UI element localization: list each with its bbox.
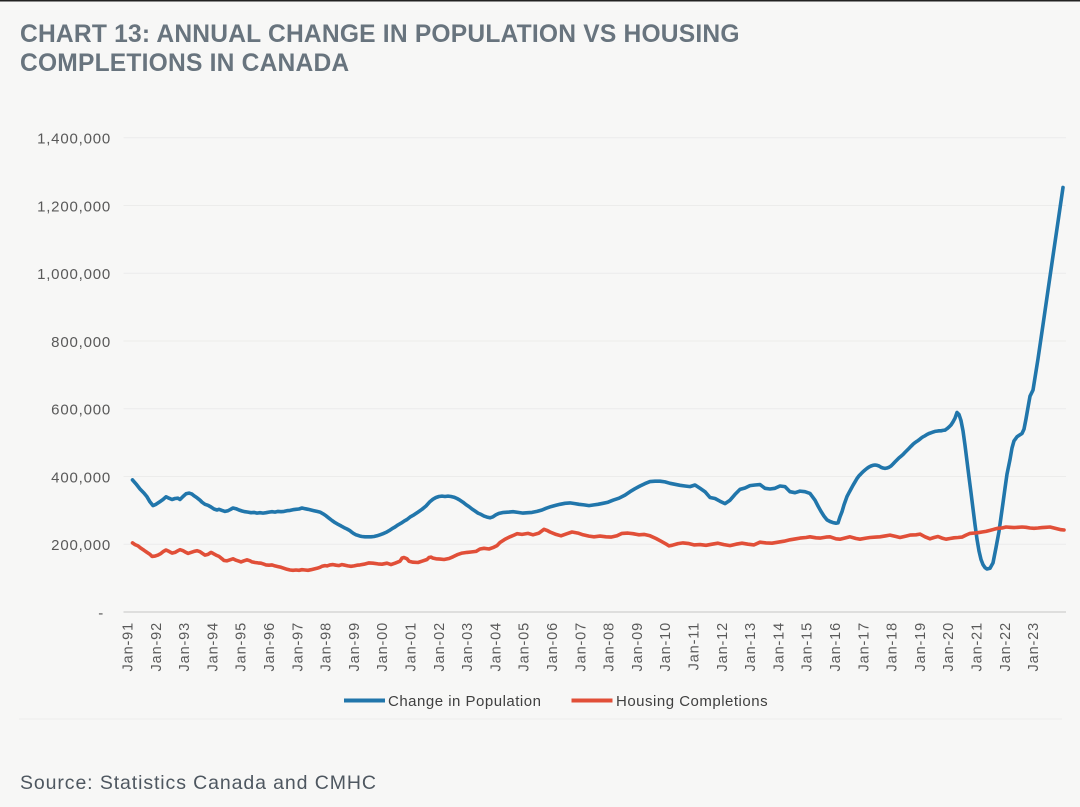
svg-text:Jan-92: Jan-92 xyxy=(149,622,165,671)
svg-text:Jan-18: Jan-18 xyxy=(885,622,901,671)
svg-text:Jan-05: Jan-05 xyxy=(517,622,533,671)
svg-text:COMPLETIONS IN CANADA: COMPLETIONS IN CANADA xyxy=(20,50,349,77)
svg-text:-: - xyxy=(98,605,104,622)
svg-text:Change in Population: Change in Population xyxy=(388,693,541,710)
svg-text:Jan-02: Jan-02 xyxy=(432,622,448,671)
svg-text:Jan-07: Jan-07 xyxy=(573,622,589,671)
svg-text:Jan-99: Jan-99 xyxy=(347,622,363,671)
svg-text:Jan-23: Jan-23 xyxy=(1026,622,1042,671)
svg-text:800,000: 800,000 xyxy=(51,334,111,351)
svg-text:Jan-15: Jan-15 xyxy=(800,622,816,671)
svg-text:400,000: 400,000 xyxy=(51,470,111,487)
svg-text:1,400,000: 1,400,000 xyxy=(37,131,111,148)
svg-text:Jan-96: Jan-96 xyxy=(262,622,278,671)
svg-text:Jan-22: Jan-22 xyxy=(998,622,1014,671)
svg-text:Jan-91: Jan-91 xyxy=(121,622,137,671)
svg-text:Jan-06: Jan-06 xyxy=(545,622,561,671)
svg-text:Jan-13: Jan-13 xyxy=(743,622,759,671)
svg-text:Jan-08: Jan-08 xyxy=(602,622,618,671)
svg-text:Jan-16: Jan-16 xyxy=(828,622,844,671)
svg-text:Jan-09: Jan-09 xyxy=(630,622,646,671)
svg-text:Jan-14: Jan-14 xyxy=(771,622,787,671)
svg-text:Housing Completions: Housing Completions xyxy=(616,693,768,710)
svg-text:Jan-03: Jan-03 xyxy=(460,622,476,671)
svg-text:Jan-95: Jan-95 xyxy=(234,622,250,671)
svg-text:Jan-93: Jan-93 xyxy=(177,622,193,671)
svg-text:Jan-98: Jan-98 xyxy=(319,622,335,671)
svg-text:Jan-97: Jan-97 xyxy=(290,622,306,671)
svg-text:1,000,000: 1,000,000 xyxy=(37,266,111,283)
svg-text:Source: Statistics Canada and: Source: Statistics Canada and CMHC xyxy=(20,772,377,794)
svg-text:Jan-01: Jan-01 xyxy=(404,622,420,671)
svg-text:Jan-19: Jan-19 xyxy=(913,622,929,671)
svg-text:CHART 13: ANNUAL CHANGE IN POP: CHART 13: ANNUAL CHANGE IN POPULATION VS… xyxy=(20,21,740,48)
svg-text:200,000: 200,000 xyxy=(51,537,111,554)
svg-text:Jan-17: Jan-17 xyxy=(856,622,872,671)
svg-text:Jan-00: Jan-00 xyxy=(375,622,391,671)
svg-text:Jan-04: Jan-04 xyxy=(488,622,504,671)
svg-text:Jan-21: Jan-21 xyxy=(970,622,986,671)
svg-text:1,200,000: 1,200,000 xyxy=(37,199,111,216)
svg-text:Jan-94: Jan-94 xyxy=(205,622,221,671)
svg-text:Jan-12: Jan-12 xyxy=(715,622,731,671)
svg-text:600,000: 600,000 xyxy=(51,402,111,419)
svg-text:Jan-10: Jan-10 xyxy=(658,622,674,671)
svg-text:Jan-20: Jan-20 xyxy=(941,622,957,671)
svg-text:Jan-11: Jan-11 xyxy=(687,622,703,670)
